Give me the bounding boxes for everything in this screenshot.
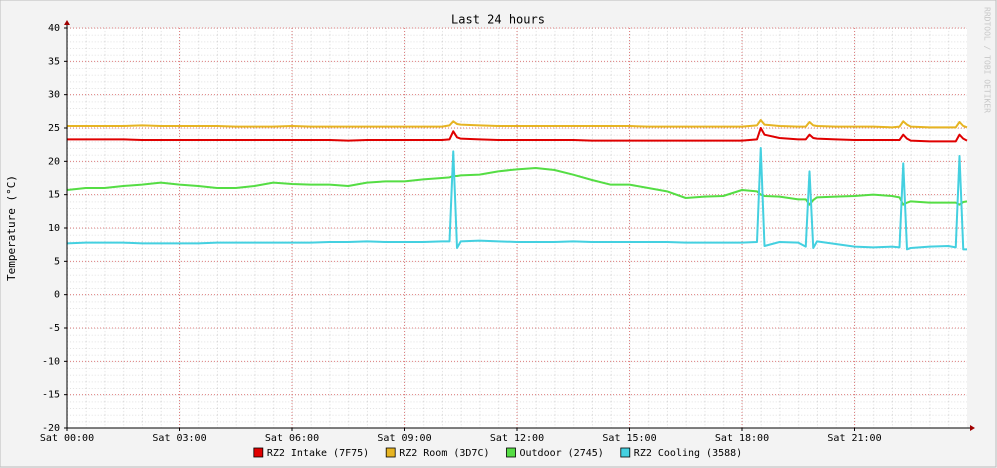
x-tick-label: Sat 09:00 <box>377 433 431 444</box>
x-tick-label: Sat 18:00 <box>715 433 769 444</box>
series-line <box>66 167 968 206</box>
y-tick-label: 5 <box>54 256 60 267</box>
legend-swatch <box>253 447 264 458</box>
y-tick-label: 40 <box>48 23 60 34</box>
legend-label: RZ2 Room (3D7C) <box>399 448 489 459</box>
series-line <box>67 119 968 129</box>
chart-title: Last 24 hours <box>451 13 545 27</box>
legend-label: Outdoor (2745) <box>520 448 604 459</box>
legend-swatch <box>385 447 396 458</box>
y-tick-label: -20 <box>42 423 60 434</box>
x-tick-label: Sat 00:00 <box>40 433 94 444</box>
y-tick-label: 20 <box>48 156 60 167</box>
x-tick-label: Sat 15:00 <box>602 433 656 444</box>
y-axis-label: Temperature (°C) <box>5 175 18 281</box>
x-arrow <box>970 425 975 431</box>
legend-swatch <box>506 447 516 458</box>
y-tick-label: 15 <box>48 190 60 201</box>
watermark: RRDTOOL / TOBI OETIKER <box>983 7 992 113</box>
series-line <box>66 147 967 251</box>
series-line <box>67 127 968 143</box>
y-tick-label: 35 <box>48 56 60 67</box>
y-tick-label: -5 <box>48 323 60 334</box>
x-tick-label: Sat 12:00 <box>490 433 544 444</box>
x-tick-label: Sat 03:00 <box>152 433 206 444</box>
y-tick-label: 30 <box>48 90 60 101</box>
legend-swatch <box>620 447 631 458</box>
lines <box>66 119 968 251</box>
y-tick-label: 0 <box>54 290 60 301</box>
y-tick-label: 25 <box>48 123 60 134</box>
y-tick-label: -10 <box>42 356 60 367</box>
x-tick-label: Sat 06:00 <box>265 433 319 444</box>
y-arrow <box>64 20 70 25</box>
x-tick-label: Sat 21:00 <box>827 433 881 444</box>
legend-label: RZ2 Intake (7F75) <box>267 448 369 459</box>
y-tick-label: -15 <box>42 390 60 401</box>
legend: RZ2 Intake (7F75) RZ2 Room (3D7C) Outdoor … <box>253 447 742 459</box>
legend-label: RZ2 Cooling (3588) <box>634 448 742 459</box>
y-tick-label: 10 <box>48 223 60 234</box>
